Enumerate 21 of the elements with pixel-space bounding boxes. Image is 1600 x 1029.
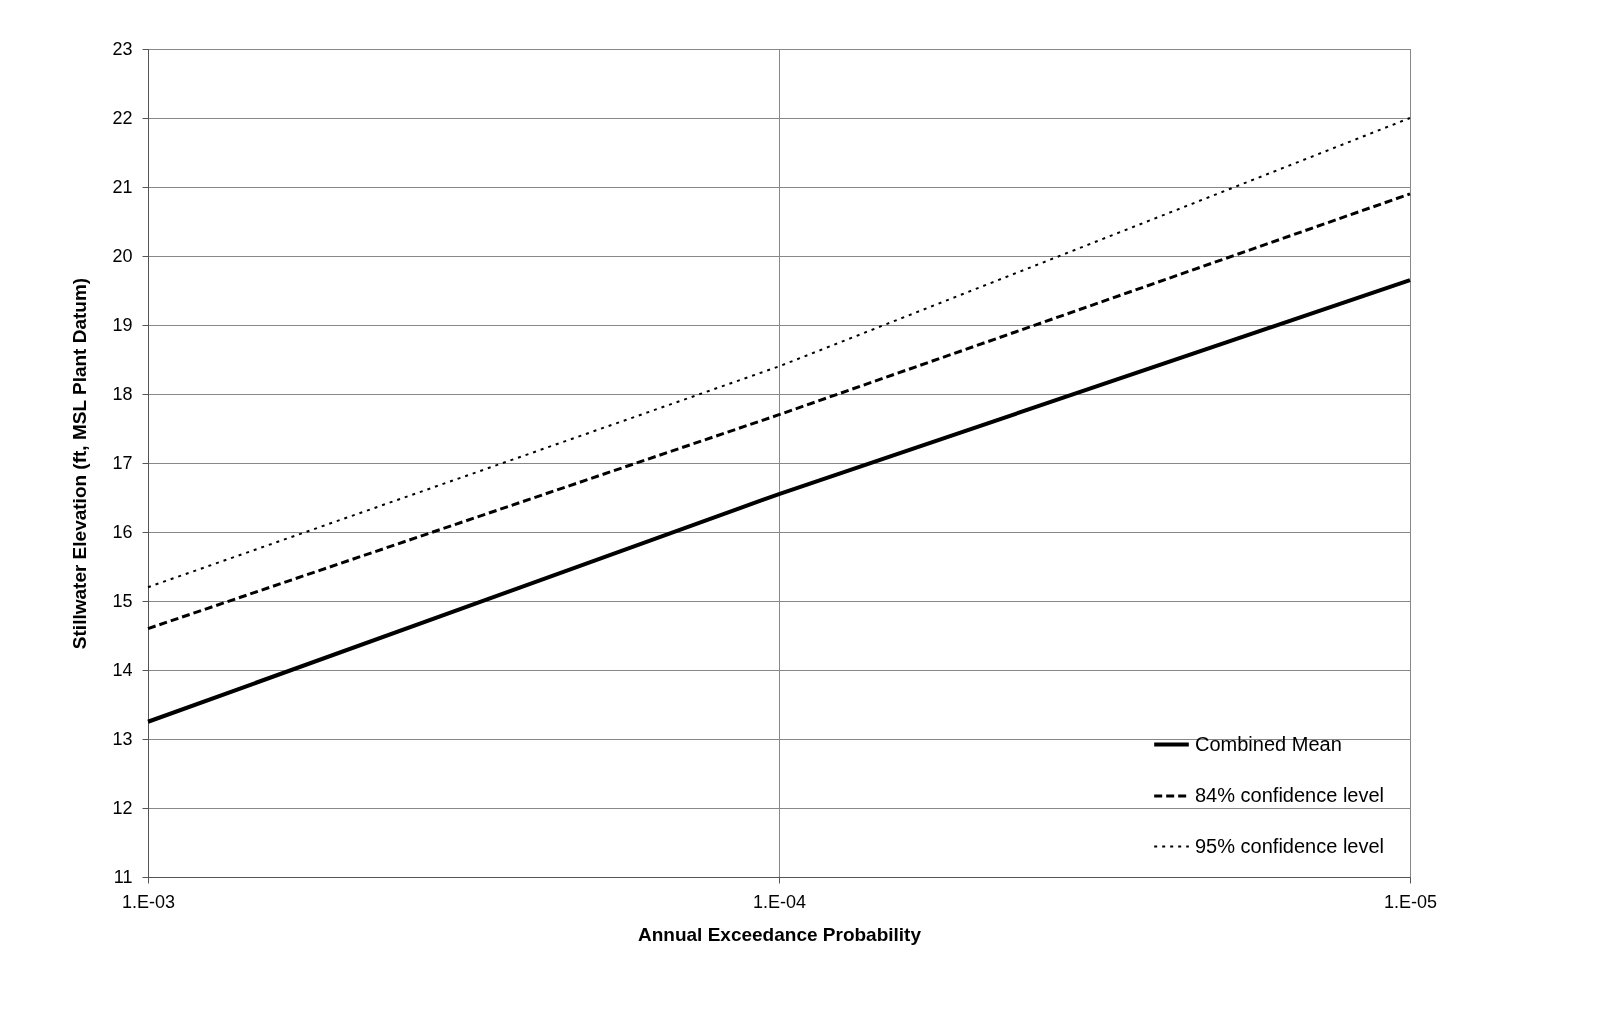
y-tick-label: 17 [112, 452, 133, 473]
y-tick-label: 22 [112, 107, 133, 128]
x-axis-title: Annual Exceedance Probability [638, 923, 922, 945]
y-axis-title: Stillwater Elevation (ft, MSL Plant Datum) [69, 277, 91, 650]
y-tick-label: 13 [112, 728, 133, 749]
y-tick-label: 23 [112, 38, 133, 59]
y-tick-label: 20 [112, 245, 133, 266]
y-tick-label: 18 [112, 383, 133, 404]
legend-label: 84% confidence level [1195, 784, 1385, 806]
y-tick-label: 15 [112, 590, 133, 611]
legend-label: 95% confidence level [1195, 834, 1385, 857]
x-tick-label: 1.E-04 [752, 891, 807, 912]
y-tick-label: 16 [112, 521, 133, 542]
legend-label: Combined Mean [1195, 732, 1342, 755]
x-tick-label: 1.E-03 [121, 891, 176, 912]
y-tick-label: 14 [112, 659, 133, 680]
y-tick-label: 12 [112, 797, 133, 818]
y-tick-label: 11 [113, 866, 133, 887]
y-tick-label: 21 [112, 176, 133, 197]
x-tick-label: 1.E-05 [1383, 891, 1438, 912]
y-tick-label: 19 [112, 314, 133, 335]
